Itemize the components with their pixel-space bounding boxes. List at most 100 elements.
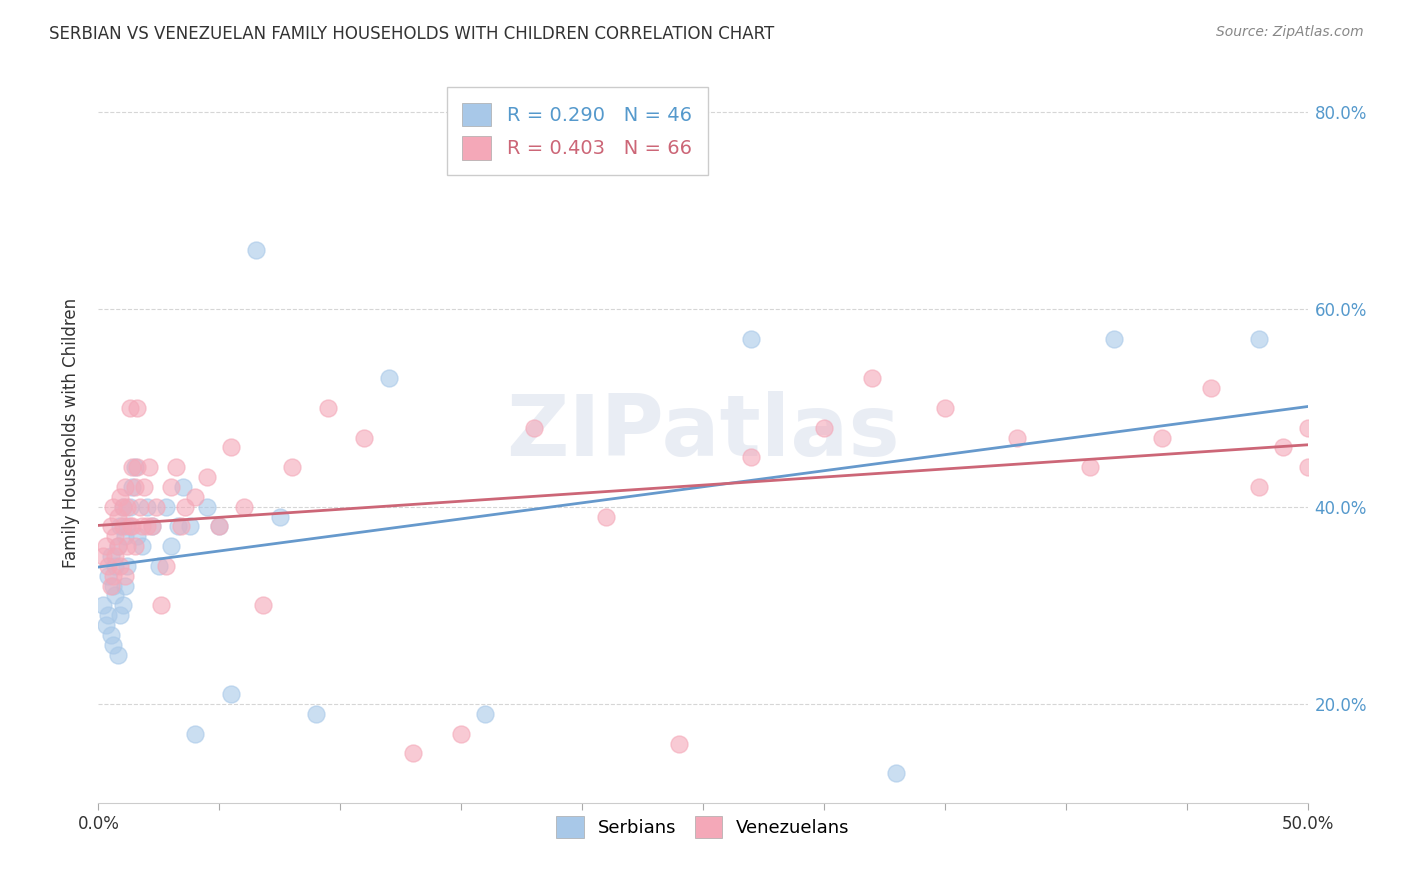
Point bbox=[100, 579, 122, 593]
Point bbox=[740, 332, 762, 346]
Point bbox=[111, 519, 134, 533]
Point bbox=[108, 490, 131, 504]
Point bbox=[121, 519, 143, 533]
Point bbox=[141, 519, 163, 533]
Point bbox=[101, 568, 124, 582]
Point bbox=[107, 648, 129, 662]
Point bbox=[252, 599, 274, 613]
Point bbox=[208, 519, 231, 533]
Point bbox=[97, 568, 120, 582]
Point bbox=[886, 766, 908, 780]
Point bbox=[353, 431, 375, 445]
Point bbox=[160, 480, 183, 494]
Point bbox=[111, 500, 134, 514]
Point bbox=[160, 539, 183, 553]
Point bbox=[141, 519, 163, 533]
Point bbox=[595, 509, 617, 524]
Point bbox=[127, 529, 149, 543]
Point bbox=[1078, 460, 1101, 475]
Point bbox=[114, 568, 136, 582]
Point bbox=[934, 401, 956, 415]
Point bbox=[101, 579, 124, 593]
Point bbox=[127, 401, 149, 415]
Point bbox=[221, 687, 243, 701]
Point bbox=[174, 500, 197, 514]
Legend: Serbians, Venezuelans: Serbians, Venezuelans bbox=[550, 809, 856, 846]
Point bbox=[668, 737, 690, 751]
Point bbox=[111, 599, 134, 613]
Point bbox=[107, 539, 129, 553]
Point bbox=[104, 589, 127, 603]
Text: ZIPatlas: ZIPatlas bbox=[506, 391, 900, 475]
Point bbox=[155, 500, 177, 514]
Point bbox=[128, 500, 150, 514]
Point bbox=[232, 500, 254, 514]
Point bbox=[121, 480, 143, 494]
Point bbox=[305, 706, 328, 721]
Point bbox=[100, 519, 122, 533]
Point bbox=[104, 549, 127, 563]
Point bbox=[316, 401, 339, 415]
Point bbox=[100, 628, 122, 642]
Point bbox=[101, 638, 124, 652]
Point bbox=[117, 539, 139, 553]
Point bbox=[107, 509, 129, 524]
Point bbox=[184, 490, 207, 504]
Point bbox=[134, 480, 156, 494]
Point bbox=[117, 500, 139, 514]
Y-axis label: Family Households with Children: Family Households with Children bbox=[62, 298, 80, 567]
Point bbox=[155, 558, 177, 573]
Point bbox=[91, 549, 114, 563]
Point bbox=[108, 558, 131, 573]
Point bbox=[97, 558, 120, 573]
Point bbox=[94, 618, 117, 632]
Point bbox=[523, 420, 546, 434]
Point bbox=[127, 460, 149, 475]
Point bbox=[135, 500, 157, 514]
Point bbox=[1296, 420, 1319, 434]
Point bbox=[135, 519, 157, 533]
Point bbox=[101, 500, 124, 514]
Point bbox=[1199, 381, 1222, 395]
Point bbox=[1102, 332, 1125, 346]
Point bbox=[179, 519, 201, 533]
Point bbox=[118, 401, 141, 415]
Point bbox=[131, 539, 153, 553]
Point bbox=[94, 539, 117, 553]
Point bbox=[124, 460, 146, 475]
Text: Source: ZipAtlas.com: Source: ZipAtlas.com bbox=[1216, 25, 1364, 39]
Point bbox=[208, 519, 231, 533]
Point bbox=[172, 480, 194, 494]
Point bbox=[145, 500, 167, 514]
Point bbox=[245, 243, 267, 257]
Point bbox=[1249, 332, 1271, 346]
Point bbox=[269, 509, 291, 524]
Point bbox=[108, 608, 131, 623]
Point bbox=[1296, 460, 1319, 475]
Point bbox=[114, 529, 136, 543]
Point bbox=[377, 371, 399, 385]
Point bbox=[281, 460, 304, 475]
Point bbox=[167, 519, 190, 533]
Point bbox=[100, 549, 122, 563]
Point bbox=[195, 470, 218, 484]
Point bbox=[1249, 480, 1271, 494]
Point bbox=[104, 529, 127, 543]
Point bbox=[221, 441, 243, 455]
Point bbox=[107, 539, 129, 553]
Point bbox=[740, 450, 762, 465]
Point bbox=[124, 539, 146, 553]
Point bbox=[813, 420, 835, 434]
Point bbox=[114, 480, 136, 494]
Point bbox=[1007, 431, 1029, 445]
Point bbox=[97, 608, 120, 623]
Point bbox=[117, 558, 139, 573]
Point bbox=[117, 519, 139, 533]
Point bbox=[111, 500, 134, 514]
Point bbox=[1152, 431, 1174, 445]
Point bbox=[148, 558, 170, 573]
Point bbox=[108, 519, 131, 533]
Point bbox=[114, 579, 136, 593]
Point bbox=[184, 727, 207, 741]
Point bbox=[165, 460, 187, 475]
